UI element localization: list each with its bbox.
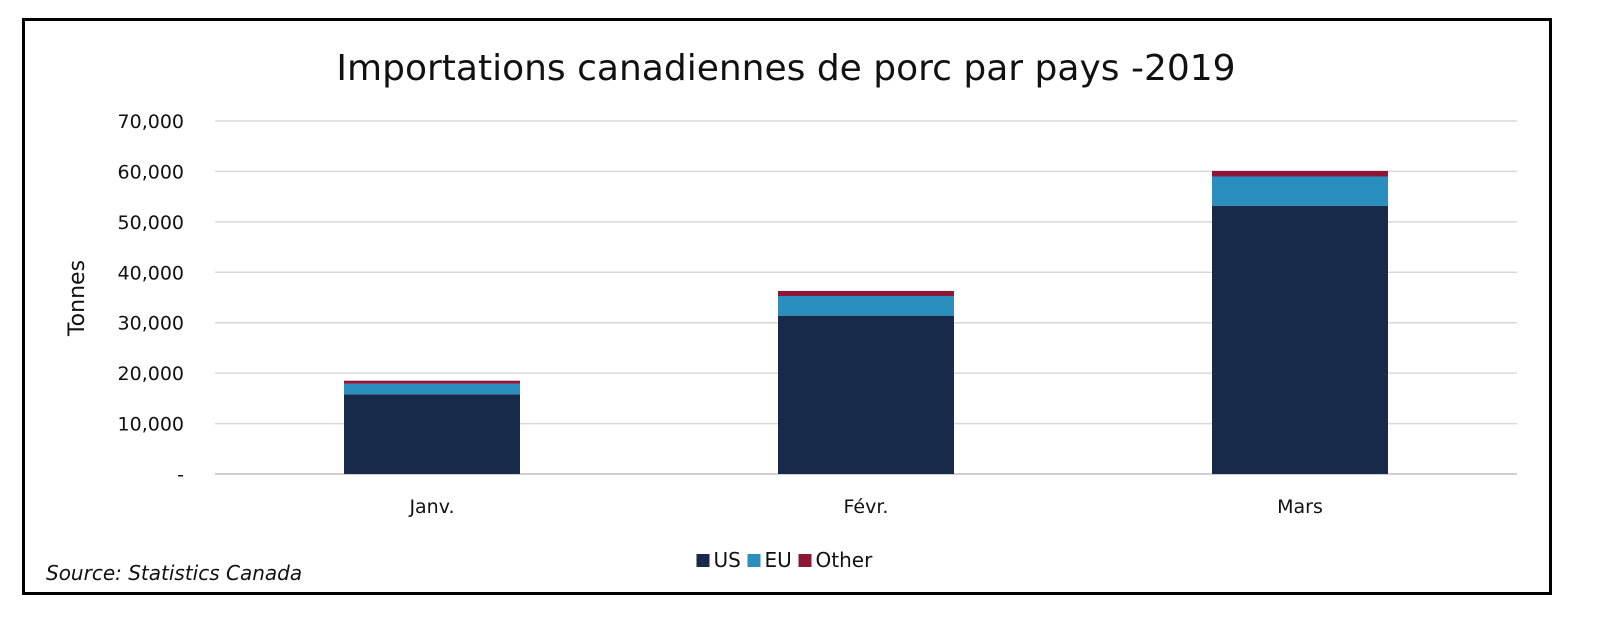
y-tick-label: 70,000 <box>118 111 184 133</box>
bar-segment-other <box>344 380 520 384</box>
legend-label-other: Other <box>816 548 874 572</box>
x-tick-labels: Janv. Févr. Mars <box>408 496 1322 518</box>
bar-segment-eu <box>778 295 954 316</box>
bar-segment-other <box>778 290 954 296</box>
bar-segment-us <box>778 315 954 474</box>
y-axis-label: Tonnes <box>65 260 90 337</box>
legend-label-eu: EU <box>765 548 792 572</box>
legend-label-us: US <box>714 548 741 572</box>
legend-swatch-us <box>696 554 710 567</box>
bars <box>344 170 1388 474</box>
y-tick-label: 10,000 <box>118 414 184 436</box>
y-tick-label: 60,000 <box>118 161 184 183</box>
y-tick-label: 30,000 <box>118 313 184 335</box>
y-tick-labels: - 10,000 20,000 30,000 40,000 50,000 60,000 70,… <box>118 111 184 486</box>
y-tick-label: 50,000 <box>118 212 184 234</box>
bar-segment-eu <box>1212 176 1388 206</box>
legend: US EU Other <box>696 548 874 572</box>
bar-segment-eu <box>344 383 520 395</box>
y-tick-label: - <box>177 464 184 486</box>
y-tick-label: 40,000 <box>118 262 184 284</box>
bar-segment-us <box>1212 205 1388 474</box>
bar-segment-us <box>344 394 520 474</box>
legend-swatch-other <box>798 554 812 567</box>
x-tick-label: Févr. <box>844 496 889 518</box>
chart-title: Importations canadiennes de porc par pay… <box>336 48 1235 89</box>
legend-swatch-eu <box>747 554 761 567</box>
bar-segment-other <box>1212 170 1388 177</box>
source-note: Source: Statistics Canada <box>46 561 303 585</box>
x-tick-label: Janv. <box>408 496 454 518</box>
x-tick-label: Mars <box>1277 496 1323 518</box>
y-tick-label: 20,000 <box>118 363 184 385</box>
